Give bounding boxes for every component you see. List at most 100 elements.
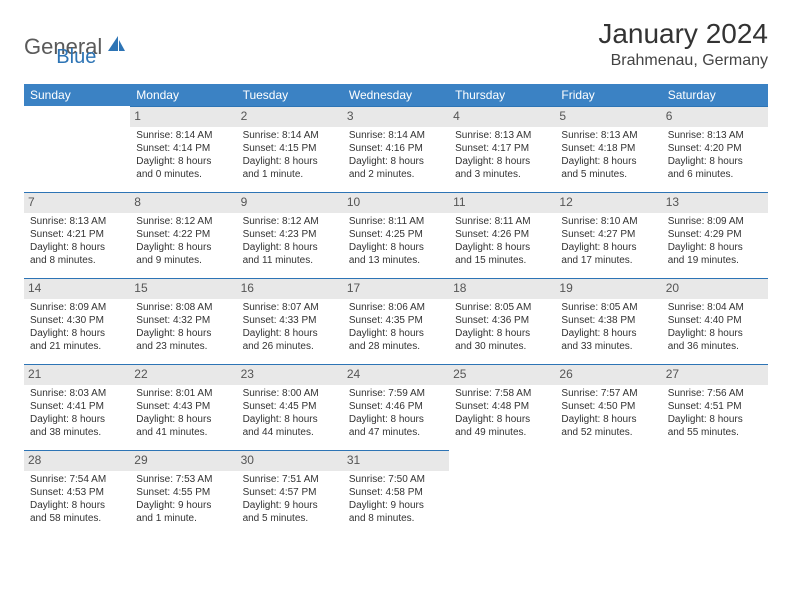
daylight-text: Daylight: 8 hours	[243, 413, 337, 426]
calendar-cell	[555, 450, 661, 536]
day-number: 12	[555, 192, 661, 213]
calendar-row: 7Sunrise: 8:13 AMSunset: 4:21 PMDaylight…	[24, 192, 768, 278]
daylight-text: Daylight: 8 hours	[349, 241, 443, 254]
daylight-text: and 15 minutes.	[455, 254, 549, 267]
day-details: Sunrise: 8:08 AMSunset: 4:32 PMDaylight:…	[134, 301, 232, 353]
sunset-text: Sunset: 4:26 PM	[455, 228, 549, 241]
logo: General Blue	[24, 18, 96, 69]
sunrise-text: Sunrise: 8:11 AM	[455, 215, 549, 228]
calendar-cell: 1Sunrise: 8:14 AMSunset: 4:14 PMDaylight…	[130, 106, 236, 192]
daylight-text: and 55 minutes.	[668, 426, 762, 439]
day-details: Sunrise: 8:14 AMSunset: 4:15 PMDaylight:…	[241, 129, 339, 181]
sunset-text: Sunset: 4:15 PM	[243, 142, 337, 155]
calendar-cell: 8Sunrise: 8:12 AMSunset: 4:22 PMDaylight…	[130, 192, 236, 278]
sunrise-text: Sunrise: 8:05 AM	[561, 301, 655, 314]
day-details: Sunrise: 8:04 AMSunset: 4:40 PMDaylight:…	[666, 301, 764, 353]
day-details: Sunrise: 8:13 AMSunset: 4:21 PMDaylight:…	[28, 215, 126, 267]
day-details: Sunrise: 8:13 AMSunset: 4:17 PMDaylight:…	[453, 129, 551, 181]
day-details: Sunrise: 8:09 AMSunset: 4:29 PMDaylight:…	[666, 215, 764, 267]
daylight-text: Daylight: 8 hours	[30, 327, 124, 340]
day-details: Sunrise: 8:03 AMSunset: 4:41 PMDaylight:…	[28, 387, 126, 439]
day-number: 11	[449, 192, 555, 213]
calendar-cell: 25Sunrise: 7:58 AMSunset: 4:48 PMDayligh…	[449, 364, 555, 450]
day-details: Sunrise: 7:56 AMSunset: 4:51 PMDaylight:…	[666, 387, 764, 439]
calendar-cell: 4Sunrise: 8:13 AMSunset: 4:17 PMDaylight…	[449, 106, 555, 192]
sunset-text: Sunset: 4:27 PM	[561, 228, 655, 241]
daylight-text: and 6 minutes.	[668, 168, 762, 181]
day-number: 24	[343, 364, 449, 385]
sunset-text: Sunset: 4:46 PM	[349, 400, 443, 413]
sunset-text: Sunset: 4:53 PM	[30, 486, 124, 499]
day-number: 25	[449, 364, 555, 385]
calendar-cell: 7Sunrise: 8:13 AMSunset: 4:21 PMDaylight…	[24, 192, 130, 278]
sunset-text: Sunset: 4:32 PM	[136, 314, 230, 327]
daylight-text: Daylight: 9 hours	[136, 499, 230, 512]
weekday-saturday: Saturday	[662, 84, 768, 106]
sunset-text: Sunset: 4:18 PM	[561, 142, 655, 155]
daylight-text: and 21 minutes.	[30, 340, 124, 353]
sunrise-text: Sunrise: 7:51 AM	[243, 473, 337, 486]
day-details: Sunrise: 8:06 AMSunset: 4:35 PMDaylight:…	[347, 301, 445, 353]
sunrise-text: Sunrise: 8:13 AM	[455, 129, 549, 142]
daylight-text: Daylight: 8 hours	[561, 241, 655, 254]
day-details: Sunrise: 8:05 AMSunset: 4:38 PMDaylight:…	[559, 301, 657, 353]
daylight-text: Daylight: 9 hours	[349, 499, 443, 512]
daylight-text: Daylight: 8 hours	[243, 327, 337, 340]
calendar-table: Sunday Monday Tuesday Wednesday Thursday…	[24, 84, 768, 536]
sunrise-text: Sunrise: 8:01 AM	[136, 387, 230, 400]
daylight-text: Daylight: 8 hours	[668, 241, 762, 254]
sunset-text: Sunset: 4:16 PM	[349, 142, 443, 155]
sunrise-text: Sunrise: 8:14 AM	[349, 129, 443, 142]
sunrise-text: Sunrise: 8:09 AM	[668, 215, 762, 228]
sunrise-text: Sunrise: 8:07 AM	[243, 301, 337, 314]
sunset-text: Sunset: 4:23 PM	[243, 228, 337, 241]
day-details: Sunrise: 8:13 AMSunset: 4:18 PMDaylight:…	[559, 129, 657, 181]
daylight-text: Daylight: 8 hours	[561, 155, 655, 168]
day-number: 3	[343, 106, 449, 127]
calendar-cell: 12 Sunrise: 8:10 AMSunset: 4:27 PMDayligh…	[555, 192, 661, 278]
day-details: Sunrise: 8:01 AMSunset: 4:43 PMDaylight:…	[134, 387, 232, 439]
logo-sail-icon	[106, 35, 126, 58]
sunrise-text: Sunrise: 8:12 AM	[243, 215, 337, 228]
sunset-text: Sunset: 4:17 PM	[455, 142, 549, 155]
calendar-cell: 6Sunrise: 8:13 AMSunset: 4:20 PMDaylight…	[662, 106, 768, 192]
header: General Blue January 2024 Brahmenau, Ger…	[24, 18, 768, 70]
daylight-text: Daylight: 8 hours	[561, 413, 655, 426]
day-number: 31	[343, 450, 449, 471]
daylight-text: and 0 minutes.	[136, 168, 230, 181]
daylight-text: Daylight: 8 hours	[455, 241, 549, 254]
calendar-cell: 24Sunrise: 7:59 AMSunset: 4:46 PMDayligh…	[343, 364, 449, 450]
sunset-text: Sunset: 4:20 PM	[668, 142, 762, 155]
calendar-cell: 23Sunrise: 8:00 AMSunset: 4:45 PMDayligh…	[237, 364, 343, 450]
day-details: Sunrise: 8:13 AMSunset: 4:20 PMDaylight:…	[666, 129, 764, 181]
weekday-header-row: Sunday Monday Tuesday Wednesday Thursday…	[24, 84, 768, 106]
daylight-text: and 5 minutes.	[561, 168, 655, 181]
location: Brahmenau, Germany	[598, 52, 768, 70]
sunrise-text: Sunrise: 8:09 AM	[30, 301, 124, 314]
weekday-tuesday: Tuesday	[237, 84, 343, 106]
sunset-text: Sunset: 4:58 PM	[349, 486, 443, 499]
daylight-text: and 11 minutes.	[243, 254, 337, 267]
sunset-text: Sunset: 4:48 PM	[455, 400, 549, 413]
daylight-text: and 5 minutes.	[243, 512, 337, 525]
day-details: Sunrise: 7:54 AMSunset: 4:53 PMDaylight:…	[28, 473, 126, 525]
weekday-wednesday: Wednesday	[343, 84, 449, 106]
calendar-cell: 14Sunrise: 8:09 AMSunset: 4:30 PMDayligh…	[24, 278, 130, 364]
daylight-text: and 44 minutes.	[243, 426, 337, 439]
calendar-cell: 17Sunrise: 8:06 AMSunset: 4:35 PMDayligh…	[343, 278, 449, 364]
day-number: 15	[130, 278, 236, 299]
daylight-text: and 52 minutes.	[561, 426, 655, 439]
weekday-thursday: Thursday	[449, 84, 555, 106]
sunrise-text: Sunrise: 7:56 AM	[668, 387, 762, 400]
calendar-cell	[449, 450, 555, 536]
calendar-cell: 2Sunrise: 8:14 AMSunset: 4:15 PMDaylight…	[237, 106, 343, 192]
day-number: 19	[555, 278, 661, 299]
daylight-text: and 19 minutes.	[668, 254, 762, 267]
sunrise-text: Sunrise: 8:10 AM	[561, 215, 655, 228]
sunset-text: Sunset: 4:29 PM	[668, 228, 762, 241]
daylight-text: Daylight: 8 hours	[455, 413, 549, 426]
calendar-row: 1Sunrise: 8:14 AMSunset: 4:14 PMDaylight…	[24, 106, 768, 192]
day-details: Sunrise: 7:58 AMSunset: 4:48 PMDaylight:…	[453, 387, 551, 439]
calendar-cell	[662, 450, 768, 536]
daylight-text: and 13 minutes.	[349, 254, 443, 267]
